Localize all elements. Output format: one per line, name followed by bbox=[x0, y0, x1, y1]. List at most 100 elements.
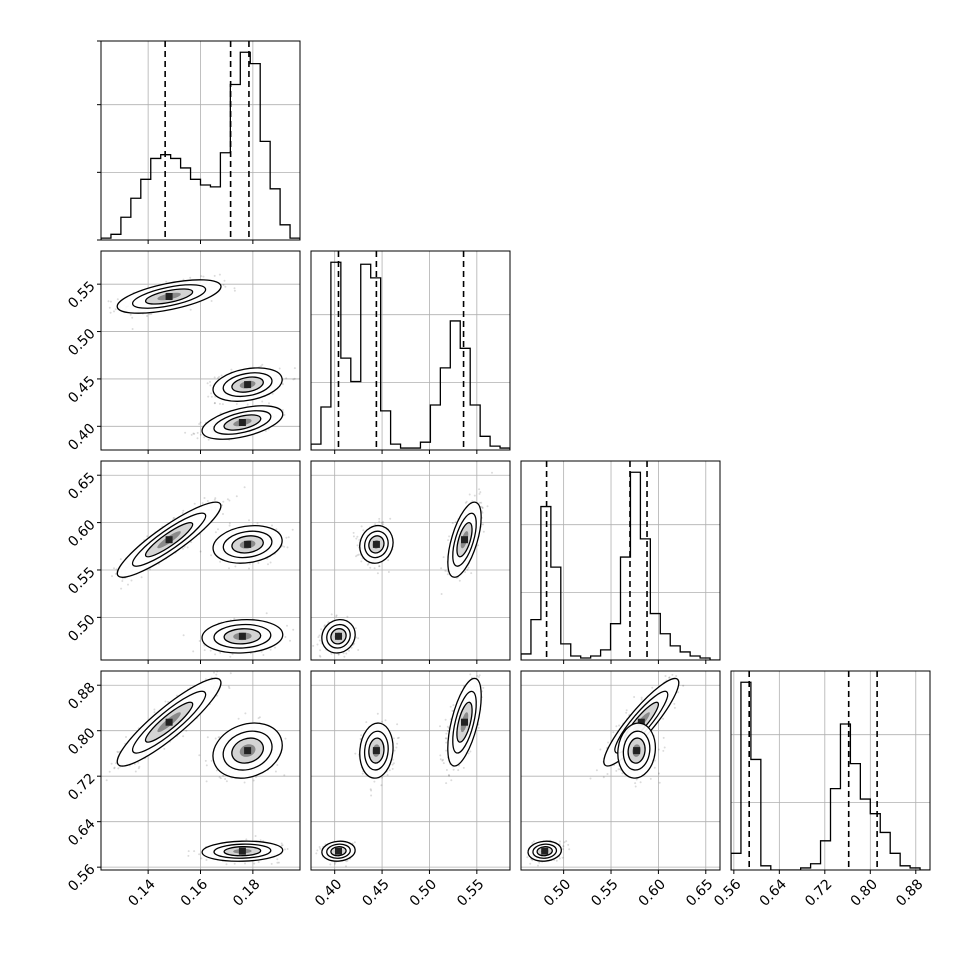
sample-point bbox=[210, 759, 213, 762]
sample-point bbox=[292, 378, 295, 381]
sample-point bbox=[380, 521, 383, 524]
density-peak bbox=[244, 540, 252, 548]
sample-point bbox=[233, 862, 236, 865]
y-tick-label: 0.50 bbox=[65, 326, 98, 359]
sample-point bbox=[199, 421, 202, 424]
sample-point bbox=[457, 769, 460, 772]
sample-point bbox=[214, 531, 217, 534]
sample-point bbox=[214, 653, 217, 656]
histogram-panel-p2 bbox=[310, 250, 511, 451]
sample-point bbox=[267, 563, 269, 566]
sample-point bbox=[219, 651, 222, 654]
sample-point bbox=[346, 615, 349, 618]
sample-point bbox=[440, 593, 443, 595]
y-tick-label: 0.45 bbox=[65, 373, 98, 406]
sample-point bbox=[221, 403, 224, 406]
sample-point bbox=[330, 652, 333, 655]
sample-point bbox=[335, 614, 338, 617]
sample-point bbox=[261, 400, 264, 403]
sample-point bbox=[163, 747, 166, 750]
sample-point bbox=[209, 649, 212, 652]
sample-point bbox=[113, 767, 116, 770]
sample-point bbox=[113, 567, 115, 570]
sample-point bbox=[464, 501, 467, 504]
panel-content bbox=[311, 461, 510, 660]
sample-point bbox=[116, 298, 119, 301]
histogram-panel-p1 bbox=[100, 40, 301, 241]
sample-point bbox=[248, 567, 250, 570]
sample-point bbox=[357, 637, 360, 640]
sample-point bbox=[274, 770, 277, 773]
x-tick-label: 0.16 bbox=[178, 876, 211, 909]
sample-point bbox=[131, 316, 134, 319]
sample-point bbox=[293, 377, 296, 380]
scatter-panel-p2-p3 bbox=[310, 460, 511, 661]
sample-point bbox=[140, 576, 143, 579]
sample-point bbox=[442, 556, 445, 559]
sample-point bbox=[213, 498, 216, 501]
sample-point bbox=[276, 861, 279, 864]
sample-point bbox=[199, 550, 202, 553]
sample-point bbox=[270, 862, 273, 865]
sample-point bbox=[366, 563, 369, 566]
sample-point bbox=[357, 553, 360, 556]
sample-point bbox=[470, 572, 473, 575]
sample-point bbox=[257, 717, 260, 720]
sample-point bbox=[374, 523, 377, 526]
sample-point bbox=[184, 431, 187, 434]
sample-point bbox=[276, 764, 279, 766]
sample-point bbox=[269, 561, 272, 564]
sample-point bbox=[373, 567, 376, 570]
y-tick-label: 0.64 bbox=[65, 816, 98, 849]
sample-point bbox=[358, 539, 361, 541]
sample-point bbox=[477, 544, 480, 547]
sample-point bbox=[218, 776, 221, 779]
sample-point bbox=[203, 497, 206, 499]
sample-point bbox=[221, 504, 224, 507]
density-peak bbox=[238, 419, 246, 426]
sample-point bbox=[446, 570, 449, 573]
sample-point bbox=[234, 565, 237, 568]
density-peak bbox=[335, 632, 342, 640]
sample-point bbox=[222, 284, 225, 286]
sample-point bbox=[189, 276, 192, 279]
sample-point bbox=[130, 579, 133, 582]
sample-point bbox=[220, 374, 223, 377]
sample-point bbox=[204, 678, 207, 681]
histogram-step-p2 bbox=[311, 261, 510, 450]
sample-point bbox=[320, 628, 323, 631]
y-tick-label: 0.55 bbox=[65, 564, 98, 597]
sample-point bbox=[478, 492, 481, 495]
sample-point bbox=[213, 274, 216, 277]
sample-point bbox=[367, 562, 370, 565]
sample-point bbox=[189, 308, 192, 311]
density-peak bbox=[244, 381, 252, 389]
panel-frame bbox=[310, 250, 511, 451]
y-tick-label: 0.60 bbox=[65, 517, 98, 550]
sample-point bbox=[467, 566, 470, 569]
scatter-panel-p1-p2 bbox=[100, 250, 301, 451]
sample-point bbox=[356, 554, 359, 557]
sample-point bbox=[350, 646, 353, 649]
sample-point bbox=[227, 685, 230, 688]
sample-point bbox=[229, 655, 232, 658]
sample-point bbox=[244, 712, 247, 715]
sample-point bbox=[462, 766, 465, 769]
sample-point bbox=[319, 649, 322, 652]
sample-point bbox=[223, 279, 226, 282]
sample-point bbox=[233, 289, 236, 292]
sample-point bbox=[283, 545, 286, 548]
sample-point bbox=[285, 536, 288, 539]
sample-point bbox=[210, 300, 213, 302]
sample-point bbox=[448, 774, 451, 777]
sample-point bbox=[148, 313, 151, 316]
sample-point bbox=[448, 535, 451, 538]
sample-point bbox=[192, 650, 195, 653]
sample-point bbox=[92, 604, 94, 606]
sample-point bbox=[206, 382, 209, 385]
sample-point bbox=[205, 859, 208, 861]
sample-point bbox=[292, 628, 295, 631]
sample-point bbox=[261, 363, 264, 366]
sample-point bbox=[280, 842, 283, 845]
sample-point bbox=[356, 535, 359, 538]
